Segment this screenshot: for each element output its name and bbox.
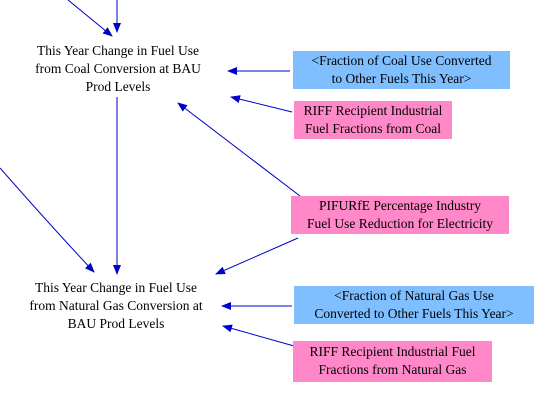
node-riff-gas: RIFF Recipient Industrial Fuel Fractions… xyxy=(293,341,492,382)
node-gas-change: This Year Change in Fuel Use from Natura… xyxy=(14,279,218,333)
arrow-riff-coal-to-coal-change xyxy=(230,95,293,113)
arrow-riff-gas-to-gas-change xyxy=(222,324,295,347)
node-gas-fraction: <Fraction of Natural Gas Use Converted t… xyxy=(294,286,534,324)
node-riff-coal-line-1: RIFF Recipient Industrial xyxy=(303,103,443,118)
node-coal-change-line-1: This Year Change in Fuel Use xyxy=(37,43,199,58)
node-riff-gas-line-1: RIFF Recipient Industrial Fuel xyxy=(309,344,476,359)
node-riff-gas-line-2: Fractions from Natural Gas xyxy=(318,362,467,377)
arrow-pifurfe-to-coal-change xyxy=(177,102,301,197)
node-gas-change-line-1: This Year Change in Fuel Use xyxy=(35,280,197,295)
node-coal-fraction-line-1: <Fraction of Coal Use Converted xyxy=(311,53,492,68)
node-gas-change-line-2: from Natural Gas Conversion at xyxy=(29,298,203,313)
node-pifurfe: PIFURfE Percentage Industry Fuel Use Red… xyxy=(291,196,509,234)
node-pifurfe-line-2: Fuel Use Reduction for Electricity xyxy=(307,216,493,231)
arrow-left-to-gas-change xyxy=(0,167,95,273)
node-coal-fraction: <Fraction of Coal Use Converted to Other… xyxy=(293,51,510,89)
node-coal-change-line-3: Prod Levels xyxy=(85,79,151,94)
node-coal-change-line-2: from Coal Conversion at BAU xyxy=(35,61,201,76)
node-gas-fraction-line-1: <Fraction of Natural Gas Use xyxy=(334,288,494,303)
node-gas-fraction-line-2: Converted to Other Fuels This Year> xyxy=(314,306,514,321)
arrow-top-left-to-coal-change xyxy=(67,0,113,37)
node-riff-coal: RIFF Recipient Industrial Fuel Fractions… xyxy=(294,101,452,139)
arrow-pifurfe-to-gas-change xyxy=(215,237,299,275)
node-coal-fraction-line-2: to Other Fuels This Year> xyxy=(331,71,472,86)
node-pifurfe-line-1: PIFURfE Percentage Industry xyxy=(319,198,481,213)
node-riff-coal-line-2: Fuel Fractions from Coal xyxy=(304,121,442,136)
node-coal-change: This Year Change in Fuel Use from Coal C… xyxy=(20,42,216,96)
node-gas-change-line-3: BAU Prod Levels xyxy=(67,316,165,331)
